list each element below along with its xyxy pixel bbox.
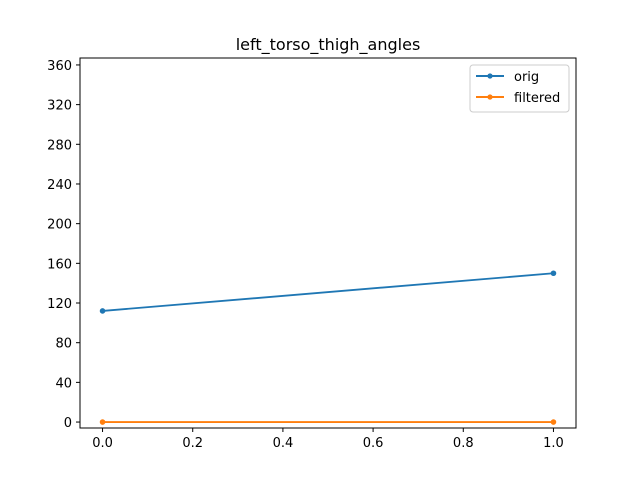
x-tick-label: 0.6	[363, 436, 384, 451]
y-axis: 0 40 80 120 160 200 240 280 320 360	[47, 59, 80, 431]
y-tick-label: 320	[47, 99, 72, 114]
y-tick-label: 360	[47, 59, 72, 74]
plot-frame	[79, 57, 577, 429]
chart-title: left_torso_thigh_angles	[236, 35, 421, 55]
series-line-orig	[102, 272, 554, 312]
y-tick-label: 40	[55, 376, 72, 391]
data-point-orig	[99, 308, 106, 314]
legend-label-filtered: filtered	[514, 91, 560, 106]
y-tick-label: 120	[47, 297, 72, 312]
legend-marker-filtered	[487, 94, 493, 100]
legend-marker-orig	[487, 73, 493, 79]
data-point-filtered	[99, 419, 106, 425]
x-tick-label: 0.0	[92, 436, 113, 451]
x-tick-label: 0.8	[453, 436, 474, 451]
data-point-orig	[550, 270, 557, 277]
x-tick-label: 0.4	[273, 436, 294, 451]
x-axis: 0.0 0.2 0.4 0.6 0.8 1.0	[92, 428, 564, 451]
legend-label-orig: orig	[514, 70, 539, 85]
y-tick-label: 240	[47, 178, 72, 193]
y-tick-label: 0	[64, 416, 72, 431]
y-tick-label: 200	[47, 218, 72, 233]
y-tick-label: 160	[47, 257, 72, 272]
x-tick-label: 0.2	[182, 436, 203, 451]
series-layer	[99, 270, 557, 425]
y-tick-label: 80	[55, 337, 72, 352]
x-tick-label: 1.0	[543, 436, 564, 451]
legend: orig filtered	[469, 64, 570, 113]
data-point-filtered	[550, 419, 557, 425]
y-tick-label: 280	[47, 138, 72, 153]
